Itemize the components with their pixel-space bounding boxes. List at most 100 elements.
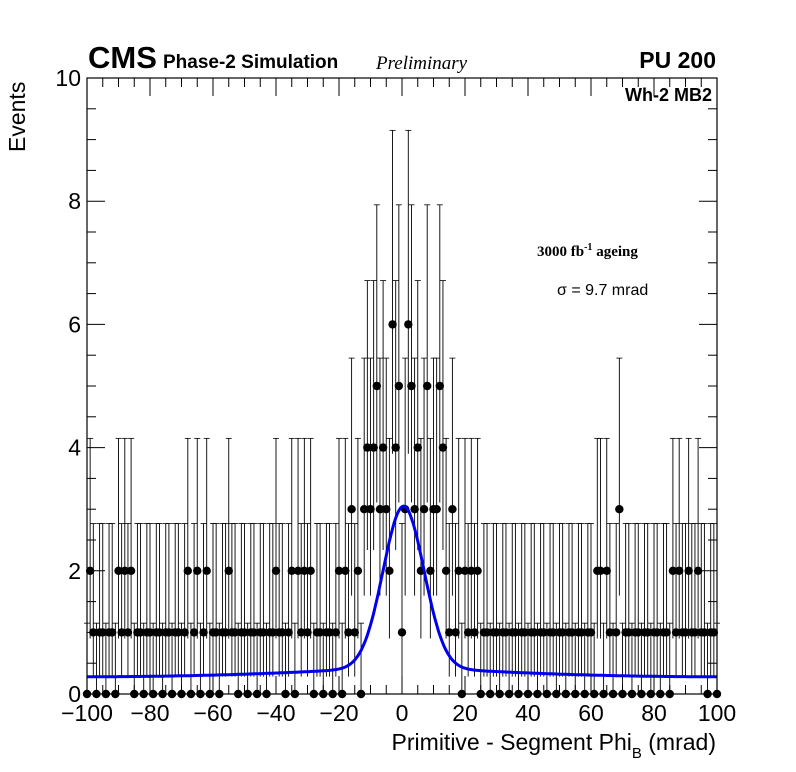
data-point-25 [385, 566, 394, 575]
data-point-43 [441, 566, 451, 575]
background-point-114 [605, 628, 615, 637]
background-point-51 [268, 628, 278, 637]
fit-curve [87, 504, 717, 679]
data-point-29 [397, 628, 407, 637]
data-point-55 [684, 566, 693, 575]
data-point-1 [114, 566, 123, 575]
data-point-41 [435, 381, 444, 391]
data-point-5 [193, 566, 202, 575]
background-point-66 [331, 628, 341, 637]
background-point-9 [117, 628, 126, 637]
y-axis-label: Events [4, 81, 30, 152]
data-point-52 [615, 505, 624, 514]
data-point-7 [224, 566, 233, 575]
x-tick-label: 60 [578, 700, 604, 726]
x-tick-label: 20 [452, 700, 478, 726]
ageing-annotation: 3000 fb-1 ageing [537, 242, 638, 260]
data-point-24 [382, 505, 391, 514]
background-point-137 [690, 628, 700, 637]
simulation-label: Phase-2 Simulation [163, 52, 339, 73]
background-point-93 [530, 628, 539, 637]
y-tick-label: 0 [68, 681, 81, 707]
data-point-44 [448, 505, 457, 514]
background-point-111 [586, 628, 596, 637]
data-point-28 [394, 381, 404, 391]
background-point-7 [108, 628, 117, 637]
background-point-74 [463, 628, 473, 637]
data-point-34 [413, 443, 422, 452]
background-point-99 [549, 628, 558, 637]
data-point-16 [353, 566, 363, 575]
background-point-10 [123, 628, 133, 637]
data-point-54 [675, 566, 684, 575]
background-point-119 [624, 628, 633, 637]
data-point-47 [467, 566, 476, 575]
data-point-53 [668, 566, 678, 575]
background-point-13 [136, 628, 145, 637]
pileup-label: PU 200 [639, 47, 716, 73]
data-point-20 [369, 443, 378, 452]
status-label: Preliminary [376, 53, 468, 74]
data-point-14 [341, 566, 350, 575]
background-point-69 [350, 628, 359, 637]
data-point-2 [120, 566, 129, 575]
x-tick-label: −100 [61, 700, 113, 726]
background-point-64 [325, 628, 334, 637]
background-point-84 [501, 628, 511, 637]
background-point-139 [700, 628, 709, 637]
background-point-116 [612, 628, 621, 637]
data-point-23 [378, 443, 388, 452]
data-point-56 [693, 566, 703, 575]
data-point-46 [460, 566, 470, 575]
data-point-27 [391, 443, 400, 452]
x-tick-label: 40 [515, 700, 541, 726]
x-tick-label: 100 [698, 700, 736, 726]
background-point-133 [671, 628, 681, 637]
axis-ticks [86, 77, 718, 695]
data-point-8 [271, 566, 281, 575]
data-point-51 [602, 566, 611, 575]
data-point-33 [410, 505, 419, 514]
background-point-72 [451, 628, 460, 637]
background-point-37 [221, 628, 230, 637]
background-point-25 [174, 628, 183, 637]
station-label: Wh-2 MB2 [625, 85, 712, 105]
x-tick-label: −40 [256, 700, 295, 726]
background-point-57 [297, 628, 306, 637]
experiment-label: CMS [88, 40, 157, 75]
data-point-10 [293, 566, 303, 575]
data-point-19 [366, 505, 375, 514]
background-point-68 [344, 628, 353, 637]
y-tick-label: 4 [68, 435, 81, 461]
data-point-15 [347, 505, 356, 514]
background-point-78 [482, 628, 492, 637]
data-point-4 [183, 566, 192, 575]
data-point-21 [372, 381, 381, 391]
background-point-122 [634, 628, 643, 637]
background-point-16 [145, 628, 155, 637]
data-point-3 [126, 566, 136, 575]
data-point-13 [334, 566, 344, 575]
data-point-32 [407, 381, 416, 391]
data-point-9 [287, 566, 296, 575]
tick-labels: −100 −80 −60 −40 −20 0 20 40 60 80 100 0 2 4 6 8 10 [55, 65, 736, 726]
data-point-40 [432, 505, 441, 514]
data-point-38 [426, 566, 435, 575]
background-point-128 [652, 628, 662, 637]
data-point-48 [473, 566, 482, 575]
data-point-36 [419, 505, 429, 514]
x-tick-label: 80 [641, 700, 667, 726]
data-point-37 [423, 381, 432, 391]
y-tick-label: 2 [68, 558, 81, 584]
background-point-135 [681, 628, 690, 637]
background-point-48 [259, 628, 268, 637]
background-point-58 [303, 628, 312, 637]
x-axis-label: Primitive - Segment PhiB (mrad) [391, 729, 716, 762]
background-point-102 [558, 628, 567, 637]
background-point-53 [278, 628, 287, 637]
background-point-22 [164, 628, 174, 637]
data-points [82, 320, 722, 699]
background-point-75 [470, 628, 479, 637]
background-point-90 [520, 628, 530, 637]
